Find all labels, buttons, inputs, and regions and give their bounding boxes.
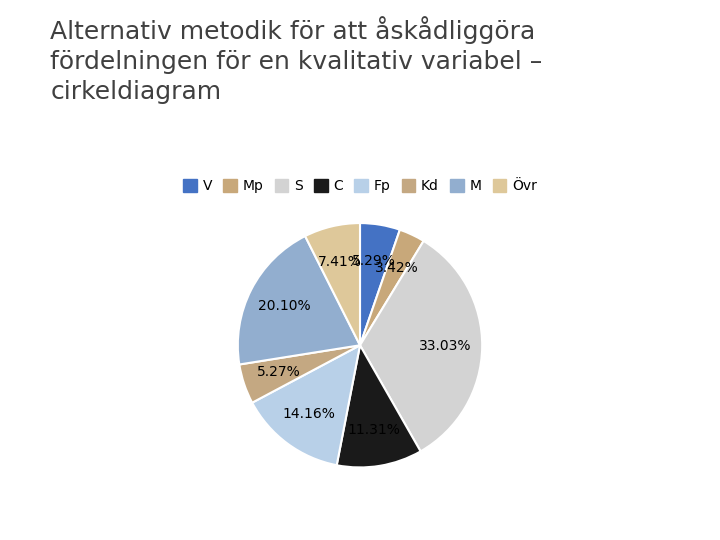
Wedge shape [252,345,360,465]
Text: 33.03%: 33.03% [419,340,472,354]
Text: 20.10%: 20.10% [258,299,310,313]
Text: 14.16%: 14.16% [283,407,336,421]
Text: 5.29%: 5.29% [352,254,396,268]
Text: 7.41%: 7.41% [318,255,362,269]
Wedge shape [337,345,420,468]
Wedge shape [238,236,360,364]
Wedge shape [360,223,400,345]
Legend: V, Mp, S, C, Fp, Kd, M, Övr: V, Mp, S, C, Fp, Kd, M, Övr [179,175,541,197]
Wedge shape [239,345,360,403]
Wedge shape [360,230,423,345]
Wedge shape [305,223,360,345]
Text: 3.42%: 3.42% [374,261,418,275]
Text: Alternativ metodik för att åskådliggöra
fördelningen för en kvalitativ variabel : Alternativ metodik för att åskådliggöra … [50,16,543,104]
Wedge shape [360,241,482,451]
Text: 11.31%: 11.31% [348,423,400,437]
Text: 5.27%: 5.27% [257,366,301,380]
